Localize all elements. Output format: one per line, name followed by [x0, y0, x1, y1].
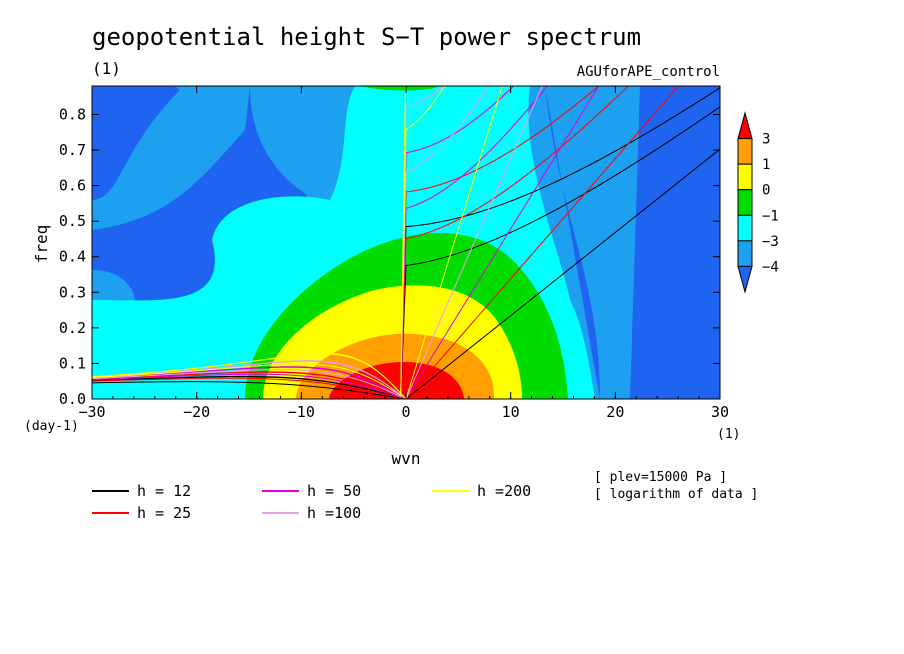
y-units-label: (day-1) [24, 419, 79, 434]
colorbar-top-arrow [737, 111, 753, 140]
y-tick-label: 0.4 [59, 248, 86, 266]
legend-label-h12: h = 12 [137, 482, 191, 500]
plev-annotation: [ plev=15000 Pa ] [594, 470, 727, 485]
plot-area [92, 86, 720, 399]
ig-n2-curve-h100 [92, 86, 445, 398]
ig-n2-curve-h200 [92, 86, 406, 397]
x-axis: −30 −20 −10 0 10 20 30 [78, 86, 729, 421]
colorbar-label: −4 [762, 259, 779, 275]
chart-subtitle: (1) [92, 59, 121, 78]
ig-n2-curve-h12 [92, 87, 720, 399]
rossby-curve-h100 [92, 360, 407, 399]
colorbar-label: −3 [762, 234, 779, 250]
dataset-label: AGUforAPE_control [577, 64, 720, 80]
legend-label-h200: h =200 [477, 482, 531, 500]
colorbar-segment [737, 240, 753, 267]
legend-label-h100: h =100 [307, 504, 361, 522]
rossby-curve-h25 [92, 371, 407, 399]
curve-group-h12 [92, 87, 720, 399]
x-tick-label: 10 [502, 403, 520, 421]
kelvin-curve-h100 [405, 86, 543, 399]
rossby-curve-h50 [92, 366, 407, 399]
legend-label-h25: h = 25 [137, 504, 191, 522]
colorbar-bottom-arrow [737, 265, 753, 294]
kelvin-curve-h200 [405, 86, 503, 399]
curve-group-h100 [92, 86, 543, 399]
y-tick-label: 0.3 [59, 283, 86, 301]
legend-label-h50: h = 50 [307, 482, 361, 500]
rossby-curve-h200 [92, 353, 407, 399]
y-tick-label: 0.7 [59, 141, 86, 159]
kelvin-curve-h50 [405, 86, 600, 399]
x-tick-label: 0 [401, 403, 410, 421]
kelvin-curve-h25 [405, 86, 680, 399]
x-tick-label: 30 [711, 403, 729, 421]
log-annotation: [ logarithm of data ] [594, 487, 758, 502]
y-tick-label: 0.6 [59, 177, 86, 195]
colorbar: 3 1 0 −1 −3 −4 [737, 111, 779, 294]
y-tick-label: 0.2 [59, 319, 86, 337]
colorbar-segment [737, 138, 753, 165]
y-tick-label: 0.5 [59, 212, 86, 230]
colorbar-segment [737, 214, 753, 242]
x-tick-label: −30 [78, 403, 105, 421]
kelvin-curve-h12 [405, 148, 720, 399]
y-tick-label: 0.0 [59, 390, 86, 408]
x-axis-label: wvn [392, 449, 421, 468]
x-units-label: (1) [717, 427, 740, 442]
y-tick-label: 0.8 [59, 105, 86, 123]
y-axis: 0.0 0.1 0.2 0.3 0.4 0.5 0.6 0.7 0.8 [59, 105, 720, 408]
chart-title: geopotential height S−T power spectrum [92, 23, 641, 51]
colorbar-label: −1 [762, 208, 779, 224]
x-tick-label: 20 [606, 403, 624, 421]
x-tick-label: −10 [288, 403, 315, 421]
y-axis-label: freq [32, 225, 51, 264]
curve-group-h200 [92, 86, 503, 399]
colorbar-segment [737, 163, 753, 191]
x-tick-label: −20 [183, 403, 210, 421]
legend: h = 12 h = 25 h = 50 h =100 h =200 [92, 482, 531, 522]
rossby-curve-h12 [92, 376, 407, 399]
dispersion-curves [92, 86, 720, 399]
colorbar-segment [737, 189, 753, 216]
colorbar-label: 0 [762, 183, 770, 199]
y-tick-label: 0.1 [59, 354, 86, 372]
colorbar-label: 1 [762, 157, 770, 173]
colorbar-label: 3 [762, 132, 770, 148]
